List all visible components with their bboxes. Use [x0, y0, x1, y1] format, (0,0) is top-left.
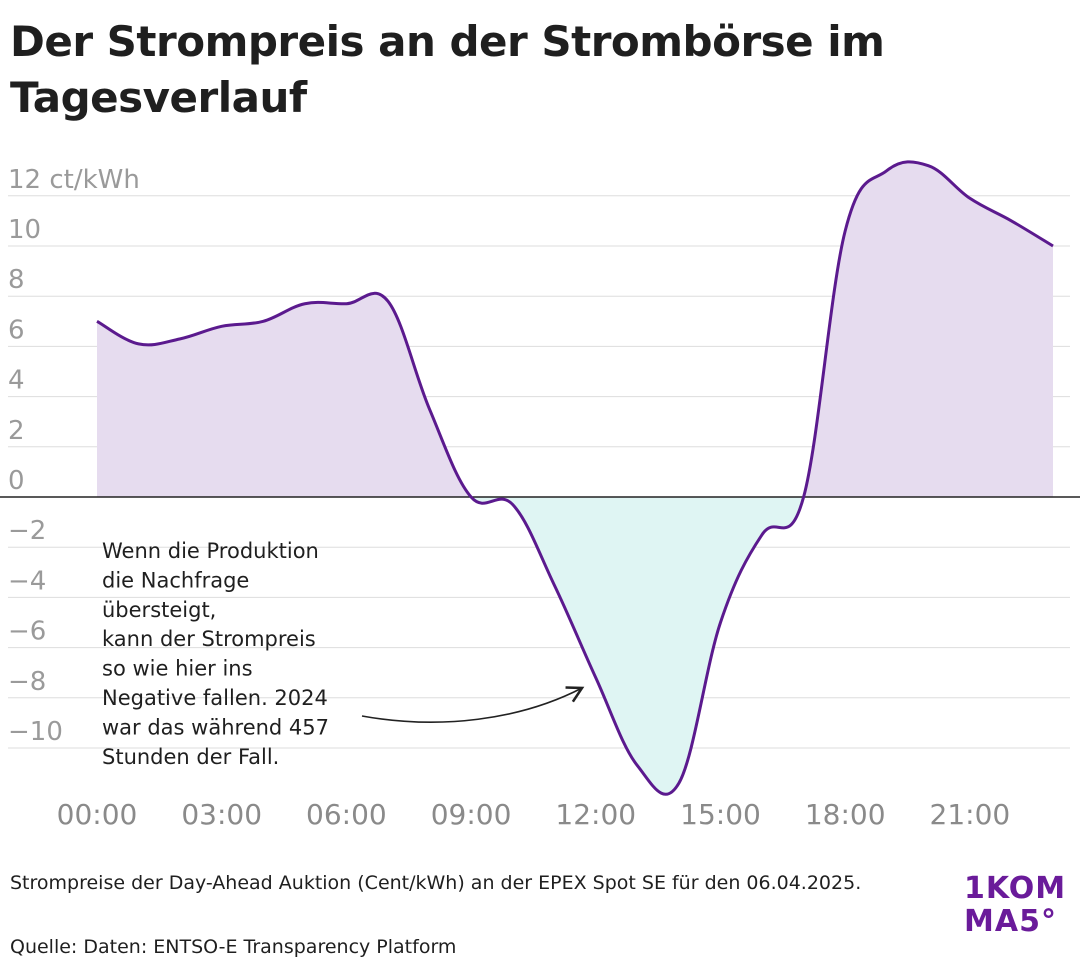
x-tick-label: 18:00 [805, 798, 886, 831]
y-axis-labels: 12 ct/kWh 10 8 6 4 2 0 −2 −4 −6 −8 −10 [8, 165, 140, 747]
y-tick-label: 6 [8, 315, 25, 345]
y-tick-label: 4 [8, 366, 25, 396]
y-tick-label: 0 [8, 466, 25, 496]
annotation-line: kann der Strompreis [102, 627, 316, 651]
brand-logo: 1KOM MA5° [964, 872, 1074, 938]
y-tick-label: −6 [8, 617, 46, 647]
annotation-line: Wenn die Produktion [102, 539, 319, 563]
area-fills [97, 161, 1053, 795]
x-axis-labels: 00:00 03:00 06:00 09:00 12:00 15:00 18:00 21:00 [57, 798, 1011, 831]
y-tick-label: 8 [8, 265, 25, 295]
x-tick-label: 03:00 [181, 798, 262, 831]
chart-source: Quelle: Daten: ENTSO-E Transparency Plat… [10, 936, 457, 958]
y-tick-label: 2 [8, 416, 25, 446]
annotation-line: Stunden der Fall. [102, 745, 279, 769]
price-line [96, 160, 1054, 796]
positive-area [97, 161, 1053, 497]
area-chart: 12 ct/kWh 10 8 6 4 2 0 −2 −4 −6 −8 −10 00:00 03:00 06… [0, 160, 1080, 831]
y-tick-label: −4 [8, 566, 46, 596]
annotation-line: Negative fallen. 2024 [102, 686, 328, 710]
annotation-line: übersteigt, [102, 598, 216, 622]
price-series-line [96, 160, 1054, 796]
y-tick-label: −10 [8, 717, 63, 747]
x-tick-label: 21:00 [930, 798, 1011, 831]
annotation: Wenn die Produktion die Nachfrage überstei… [102, 539, 585, 769]
x-tick-label: 06:00 [306, 798, 387, 831]
y-tick-label: −2 [8, 516, 46, 546]
y-tick-label: −8 [8, 667, 46, 697]
x-tick-label: 09:00 [431, 798, 512, 831]
x-tick-label: 12:00 [555, 798, 636, 831]
x-tick-label: 15:00 [680, 798, 761, 831]
annotation-line: so wie hier ins [102, 657, 253, 681]
chart-title: Der Strompreis an der Strombörse im Tage… [10, 17, 885, 122]
y-tick-label: 12 ct/kWh [8, 165, 140, 195]
annotation-arrow [361, 686, 585, 723]
chart-description: Strompreise der Day-Ahead Auktion (Cent/… [10, 872, 862, 894]
logo-line-2: MA5° [964, 904, 1057, 939]
annotation-text: Wenn die Produktion die Nachfrage überstei… [102, 539, 329, 769]
x-tick-label: 00:00 [57, 798, 138, 831]
annotation-line: war das während 457 [102, 715, 329, 739]
logo-line-1: 1KOM [964, 871, 1067, 906]
y-tick-label: 10 [8, 215, 41, 245]
annotation-line: die Nachfrage [102, 568, 249, 592]
negative-area [97, 497, 1053, 795]
